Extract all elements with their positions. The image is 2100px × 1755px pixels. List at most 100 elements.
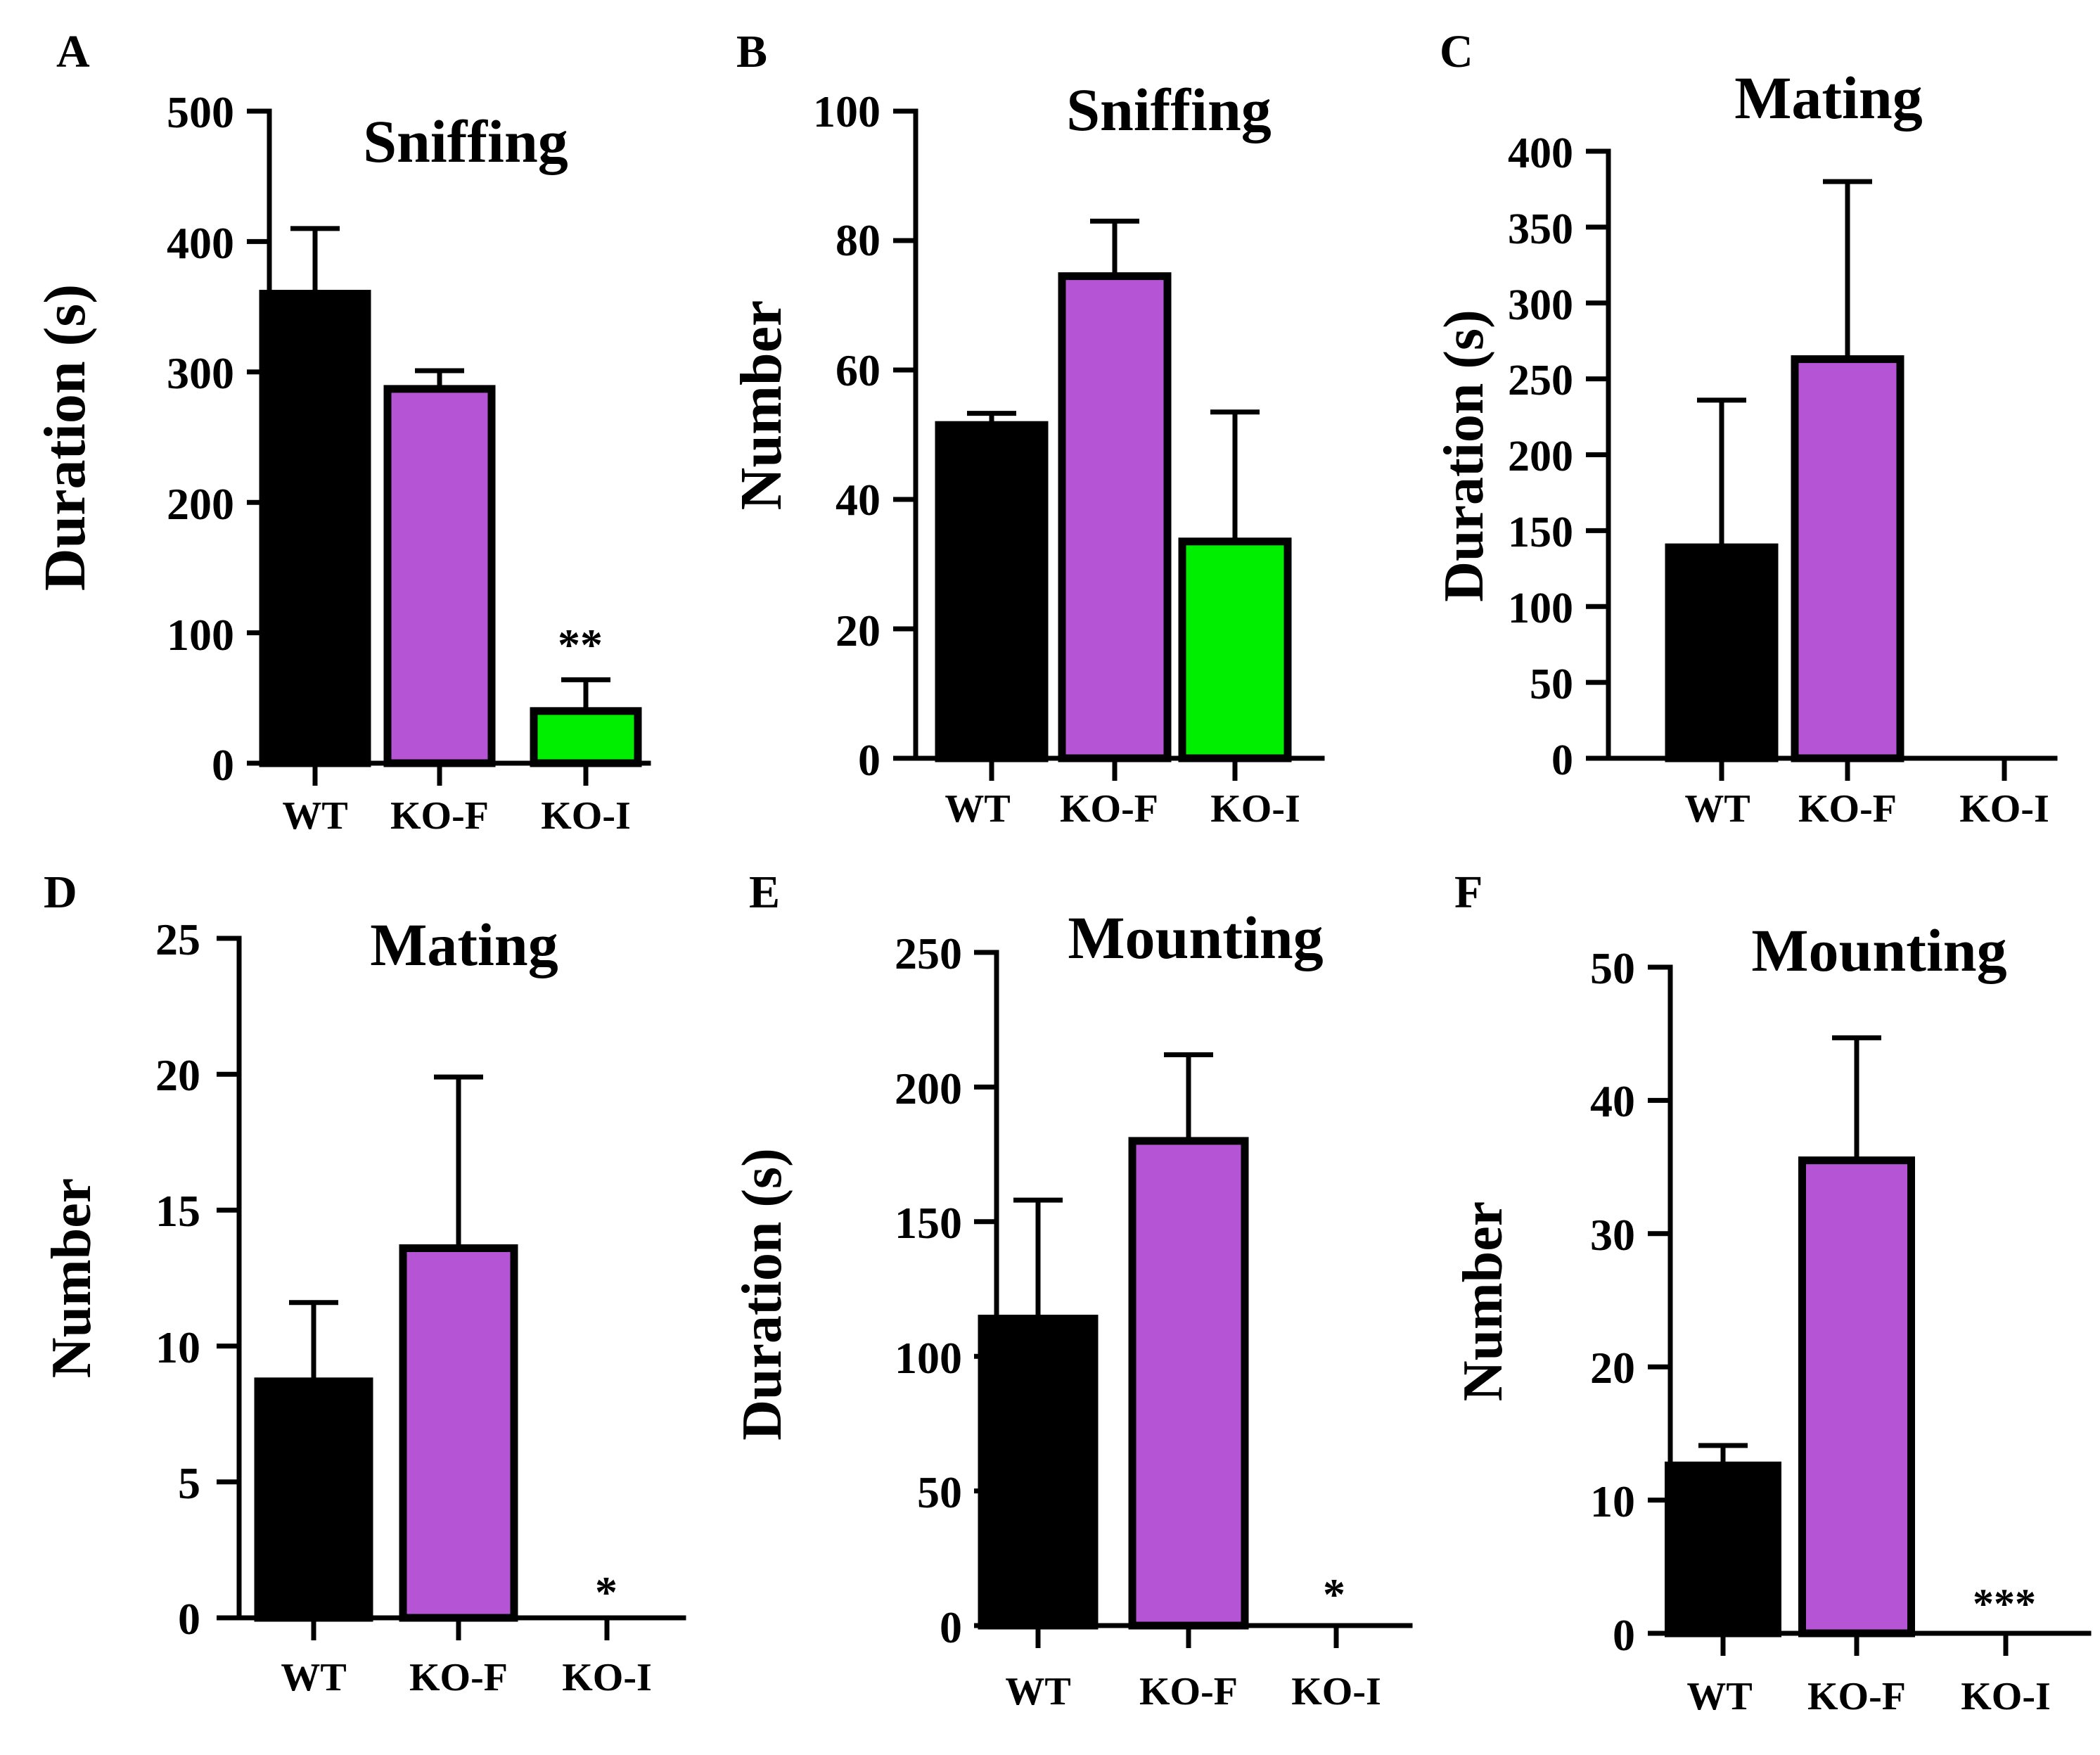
bar-ko-f: [1058, 272, 1172, 762]
y-tick-label: 5: [178, 1458, 200, 1508]
bar-wt: [254, 1377, 373, 1622]
panel-f-x-tick-labels: WT KO-F KO-I: [1686, 1675, 2050, 1718]
bar-ko-f: [399, 1244, 518, 1622]
y-tick-label: 0: [1613, 1610, 1635, 1660]
panel-e-marks: [974, 950, 1413, 1648]
panel-a-x-tick-labels: WT KO-F KO-I: [282, 794, 630, 838]
y-tick-label: 250: [1508, 357, 1573, 404]
panel-e-x-tick-labels: WT KO-F KO-I: [1005, 1670, 1381, 1713]
y-tick-label: 100: [813, 87, 881, 136]
y-tick-label: 0: [858, 735, 881, 785]
panel-d-title: Mating: [370, 911, 558, 978]
panel-label-c: C: [1440, 26, 1473, 77]
y-tick-label: 350: [1508, 205, 1573, 253]
panel-a-significance: **: [558, 620, 603, 670]
bar-wt: [935, 421, 1049, 762]
y-tick-label: 50: [1590, 943, 1635, 993]
x-tick-label: KO-I: [1961, 1675, 2051, 1718]
x-tick-label: KO-F: [1060, 787, 1158, 831]
bar-wt: [1665, 543, 1779, 762]
y-tick-label: 60: [835, 345, 881, 395]
bar-wt: [1665, 1461, 1781, 1638]
y-tick-label: 0: [940, 1602, 962, 1652]
panel-label-e: E: [749, 867, 780, 918]
bar-ko-f: [1128, 1137, 1249, 1630]
y-tick-label: 100: [895, 1333, 962, 1383]
y-tick-label: 200: [895, 1064, 962, 1113]
y-tick-label: 25: [155, 914, 200, 964]
y-tick-label: 100: [167, 610, 234, 660]
panel-label-d: D: [44, 867, 77, 918]
x-tick-label: KO-F: [409, 1656, 508, 1699]
panel-b: B Sniffing Number 0 20 40 60 80 100 WT K…: [729, 26, 1325, 831]
y-tick-label: 500: [167, 87, 234, 137]
y-tick-label: 300: [1508, 281, 1573, 329]
y-tick-label: 10: [155, 1322, 200, 1372]
panel-d-x-tick-labels: WT KO-F KO-I: [281, 1656, 651, 1699]
y-tick-label: 40: [835, 475, 881, 525]
panel-b-y-tick-labels: 0 20 40 60 80 100: [813, 87, 881, 785]
x-tick-label: KO-I: [562, 1656, 652, 1699]
x-tick-label: WT: [1005, 1670, 1070, 1713]
panel-f-title: Mounting: [1751, 917, 2006, 984]
panel-b-x-tick-labels: WT KO-F KO-I: [945, 787, 1300, 831]
panel-label-b: B: [736, 26, 767, 77]
bar-wt: [978, 1315, 1099, 1630]
bar-wt: [259, 290, 371, 767]
x-tick-label: KO-F: [1798, 787, 1897, 831]
panel-label-f: F: [1454, 867, 1483, 918]
panel-a-title: Sniffing: [363, 108, 568, 175]
x-tick-label: KO-F: [1139, 1670, 1238, 1713]
y-tick-label: 300: [167, 348, 234, 398]
x-tick-label: KO-I: [541, 794, 631, 838]
panel-a-marks: [247, 108, 651, 786]
panel-a-y-tick-labels: 0 100 200 300 400 500: [167, 87, 234, 790]
y-tick-label: 150: [1508, 509, 1573, 556]
panel-d-marks: [217, 936, 686, 1640]
y-tick-label: 20: [835, 606, 881, 656]
panel-f-ylabel: Number: [1452, 1201, 1514, 1401]
panel-d-significance: *: [595, 1567, 617, 1617]
y-tick-label: 250: [895, 928, 962, 978]
panel-e-y-tick-labels: 0 50 100 150 200 250: [895, 928, 962, 1652]
x-tick-label: WT: [281, 1656, 346, 1699]
x-tick-label: WT: [1684, 787, 1750, 831]
x-tick-label: KO-I: [1959, 787, 2049, 831]
panel-f-y-tick-labels: 0 10 20 30 40 50: [1590, 943, 1635, 1660]
y-tick-label: 10: [1590, 1476, 1635, 1526]
y-tick-label: 80: [835, 215, 881, 265]
bar-ko-i: [1178, 537, 1292, 762]
panel-b-marks: [893, 108, 1325, 781]
y-tick-label: 40: [1590, 1076, 1635, 1126]
y-tick-label: 150: [895, 1198, 962, 1248]
panel-c-marks: [1586, 148, 2058, 781]
y-tick-label: 200: [1508, 433, 1573, 480]
panel-a: A Sniffing Duration (s) 0 100 200 300 40…: [32, 26, 651, 838]
y-tick-label: 400: [1508, 129, 1573, 177]
bar-ko-f: [1798, 1156, 1915, 1638]
x-tick-label: WT: [1686, 1675, 1752, 1718]
panel-c: C Mating Duration (s) 0 50 100 150 200 2…: [1433, 26, 2058, 831]
y-tick-label: 0: [178, 1594, 200, 1644]
y-tick-label: 15: [155, 1186, 200, 1236]
panel-a-ylabel: Duration (s): [32, 284, 98, 591]
x-tick-label: KO-I: [1210, 787, 1300, 831]
panel-d: D Mating Number 0 5 10 15 20 25 WT KO-F …: [41, 867, 686, 1699]
x-tick-label: KO-I: [1291, 1670, 1381, 1713]
y-tick-label: 20: [1590, 1343, 1635, 1393]
panel-b-title: Sniffing: [1066, 76, 1272, 143]
panel-e-ylabel: Duration (s): [731, 1148, 793, 1441]
panel-f-significance: ***: [1973, 1581, 2036, 1627]
panel-f: F Mounting Number 0 10 20 30 40 50 WT KO…: [1452, 867, 2092, 1718]
x-tick-label: WT: [945, 787, 1010, 831]
y-tick-label: 100: [1508, 585, 1573, 632]
panel-d-ylabel: Number: [41, 1178, 103, 1378]
panel-c-ylabel: Duration (s): [1433, 309, 1495, 602]
x-tick-label: KO-F: [1807, 1675, 1906, 1718]
panel-e-significance: *: [1323, 1569, 1345, 1619]
y-tick-label: 0: [212, 740, 234, 790]
y-tick-label: 20: [155, 1050, 200, 1100]
bar-ko-i: [530, 707, 642, 767]
x-tick-label: WT: [282, 794, 347, 838]
